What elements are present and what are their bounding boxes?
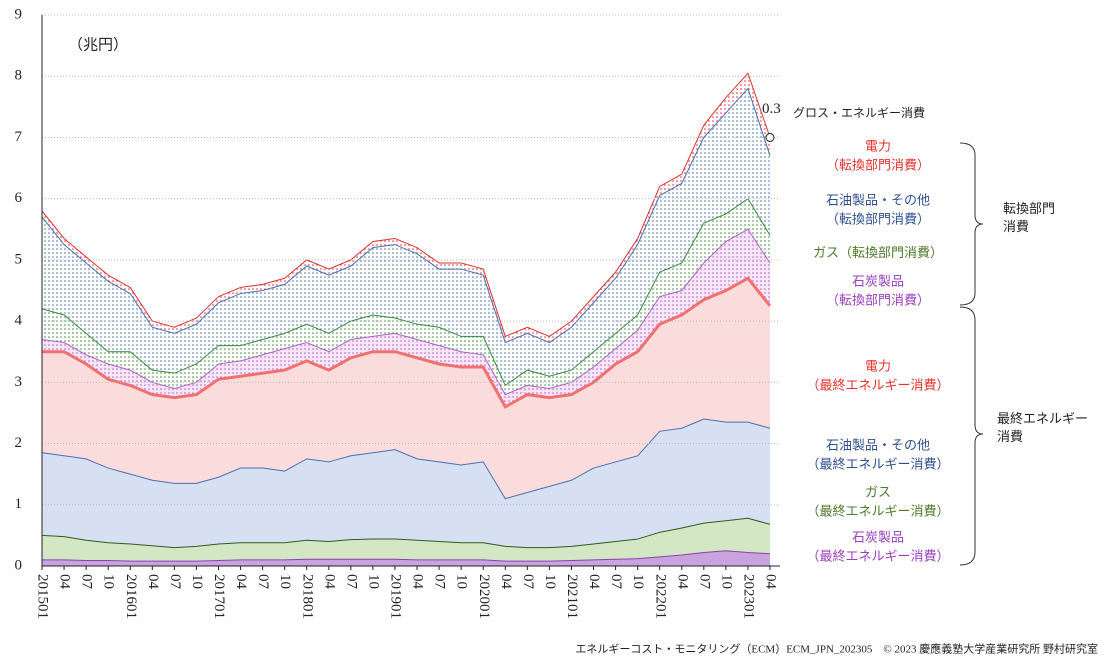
x-tick-label: 07 bbox=[520, 574, 536, 590]
area bbox=[42, 88, 770, 386]
legend-label: 電力 bbox=[865, 358, 891, 373]
unit-label: （兆円） bbox=[68, 36, 128, 53]
x-tick-label: 07 bbox=[343, 574, 359, 590]
y-tick-label: 5 bbox=[15, 251, 23, 267]
x-tick-label: 201901 bbox=[388, 574, 404, 619]
area-edge bbox=[41, 517, 771, 549]
legend-label: 石油製品・その他 bbox=[826, 192, 930, 207]
x-tick-label: 10 bbox=[454, 574, 470, 589]
y-tick-label: 7 bbox=[15, 129, 23, 145]
y-tick-label: 8 bbox=[15, 68, 23, 84]
value-label: 0.3 bbox=[762, 101, 781, 117]
x-tick-label: 201701 bbox=[211, 574, 227, 619]
x-tick-label: 07 bbox=[255, 574, 271, 590]
brace-label: 転換部門 bbox=[1003, 201, 1055, 216]
x-tick-label: 04 bbox=[498, 574, 514, 590]
x-tick-label: 04 bbox=[145, 574, 161, 590]
x-tick-label: 10 bbox=[101, 574, 117, 589]
x-tick-label: 10 bbox=[365, 574, 381, 589]
area bbox=[42, 550, 770, 566]
brace-label: 消費 bbox=[997, 429, 1023, 444]
area bbox=[42, 419, 770, 548]
legend-label: （最終エネルギー消費） bbox=[806, 503, 949, 518]
x-tick-label: 201801 bbox=[299, 574, 315, 619]
x-tick-label: 07 bbox=[696, 574, 712, 590]
legend-label: （転換部門消費） bbox=[826, 157, 930, 172]
legend-label: 電力 bbox=[865, 138, 891, 153]
brace bbox=[959, 306, 984, 566]
total-label: グロス・エネルギー消費 bbox=[793, 105, 925, 120]
x-tick-label: 10 bbox=[542, 574, 558, 589]
x-tick-label: 04 bbox=[321, 574, 337, 590]
plot-area bbox=[41, 72, 772, 566]
legend-label: （最終エネルギー消費） bbox=[806, 456, 949, 471]
x-tick-label: 04 bbox=[410, 574, 426, 590]
y-tick-label: 0 bbox=[15, 557, 23, 573]
footer: エネルギーコスト・モニタリング（ECM）ECM_JPN_202305 © 202… bbox=[575, 642, 1098, 656]
x-tick-label: 201601 bbox=[123, 574, 139, 619]
legend-label: 石炭製品 bbox=[852, 273, 904, 288]
legend-label: 石油製品・その他 bbox=[826, 437, 930, 452]
y-tick-label: 2 bbox=[15, 435, 23, 451]
x-tick-label: 04 bbox=[233, 574, 249, 590]
x-tick-label: 07 bbox=[79, 574, 95, 590]
x-tick-label: 04 bbox=[57, 574, 73, 590]
legend-label: （最終エネルギー消費） bbox=[806, 377, 949, 392]
x-tick-label: 10 bbox=[630, 574, 646, 589]
legend-label: ガス（転換部門消費） bbox=[813, 245, 943, 260]
x-tick-label: 07 bbox=[608, 574, 624, 590]
x-tick-label: 202001 bbox=[476, 574, 492, 619]
area-edge bbox=[42, 550, 771, 562]
x-tick-label: 10 bbox=[718, 574, 734, 589]
y-tick-label: 9 bbox=[15, 6, 23, 22]
legend-label: （最終エネルギー消費） bbox=[806, 548, 949, 563]
y-tick-label: 6 bbox=[15, 190, 23, 206]
x-tick-label: 10 bbox=[277, 574, 293, 589]
area-edge bbox=[41, 87, 771, 344]
x-tick-label: 201501 bbox=[35, 574, 51, 619]
x-tick-label: 07 bbox=[167, 574, 183, 590]
brace-label: 最終エネルギー bbox=[997, 411, 1088, 426]
brace bbox=[959, 142, 984, 306]
y-tick-label: 3 bbox=[15, 374, 23, 390]
x-tick-label: 04 bbox=[763, 574, 779, 590]
area-edge bbox=[41, 228, 771, 396]
total-marker bbox=[765, 132, 775, 142]
x-tick-label: 04 bbox=[674, 574, 690, 590]
y-tick-label: 4 bbox=[15, 313, 23, 329]
x-tick-label: 202301 bbox=[741, 574, 757, 619]
legend-label: （転換部門消費） bbox=[826, 211, 930, 226]
legend-label: 石炭製品 bbox=[852, 529, 904, 544]
area-edge bbox=[41, 72, 771, 338]
legend-label: （転換部門消費） bbox=[826, 292, 930, 307]
y-tick-label: 1 bbox=[15, 496, 23, 512]
legend-label: ガス bbox=[865, 484, 891, 499]
x-tick-label: 07 bbox=[432, 574, 448, 590]
x-tick-label: 04 bbox=[586, 574, 602, 590]
x-tick-label: 202101 bbox=[564, 574, 580, 619]
brace-label: 消費 bbox=[1003, 219, 1029, 234]
x-tick-label: 202201 bbox=[652, 574, 668, 619]
area-edge bbox=[42, 276, 772, 409]
x-tick-label: 10 bbox=[189, 574, 205, 589]
